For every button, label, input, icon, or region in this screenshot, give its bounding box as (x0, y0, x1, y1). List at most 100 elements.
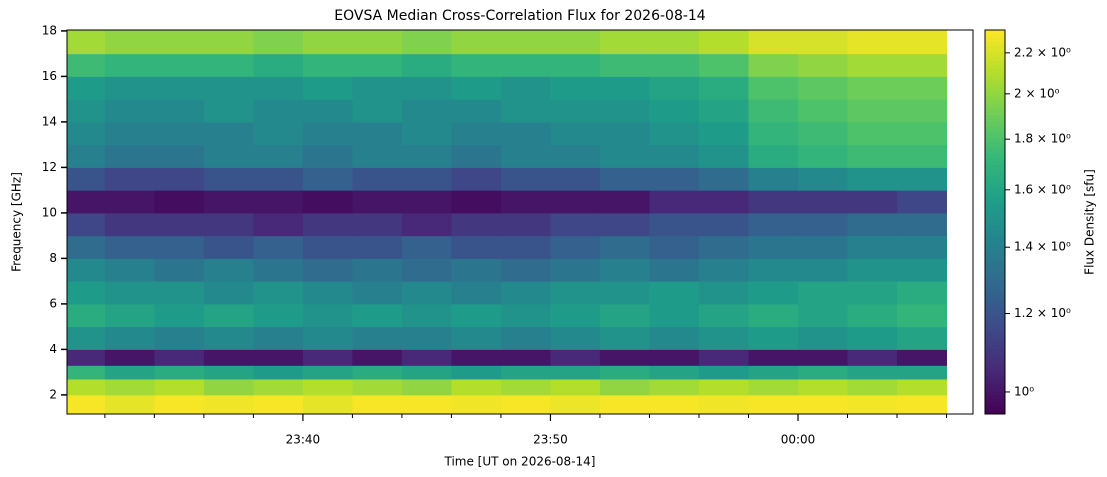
heatmap-cell (897, 53, 948, 77)
heatmap-cell (154, 235, 205, 259)
heatmap-cell (451, 144, 502, 168)
colorbar-segment (985, 30, 1005, 35)
heatmap-cell (500, 303, 551, 328)
colorbar-segment (985, 410, 1005, 415)
colorbar-segment (985, 41, 1005, 46)
heatmap-cell (67, 99, 106, 123)
heatmap-cell (698, 99, 749, 123)
colorbar-segment (985, 294, 1005, 300)
heatmap-cell (847, 303, 898, 328)
heatmap-cell (748, 258, 799, 282)
heatmap-cell (748, 326, 799, 350)
heatmap-cell (203, 258, 254, 282)
colorbar-segment (985, 33, 1005, 39)
heatmap-cell (897, 76, 948, 100)
y-tick-label: 2 (49, 387, 57, 401)
heatmap-cell (104, 144, 155, 168)
heatmap-cell (797, 349, 848, 366)
colorbar-segment (985, 198, 1005, 204)
heatmap-cell (104, 326, 155, 350)
x-tick-label: 23:40 (286, 433, 321, 447)
heatmap-cell (302, 303, 353, 328)
heatmap-cell (154, 378, 205, 396)
colorbar-segment (985, 187, 1005, 192)
heatmap-cell (748, 76, 799, 100)
y-tick-label: 16 (42, 69, 57, 83)
colorbar-segment (985, 129, 1005, 135)
heatmap-cell (500, 281, 551, 305)
y-tick-label: 12 (42, 160, 57, 174)
heatmap-cell (897, 30, 948, 55)
heatmap-cell (352, 365, 403, 380)
heatmap-cell (500, 235, 551, 259)
y-tick-label: 10 (42, 205, 57, 219)
heatmap-cell (748, 365, 799, 380)
heatmap-cell (302, 76, 353, 100)
colorbar-segment (985, 237, 1005, 242)
colorbar-segment (985, 341, 1005, 346)
heatmap-cell (698, 235, 749, 259)
heatmap-cell (67, 167, 106, 191)
heatmap-cell (401, 30, 452, 55)
x-axis-label: Time [UT on 2026-08-14] (444, 455, 596, 469)
colorbar-segment (985, 156, 1005, 162)
heatmap-cell (203, 365, 254, 380)
heatmap-cell (253, 281, 304, 305)
heatmap-cell (253, 378, 304, 396)
heatmap-cell (67, 190, 106, 214)
heatmap-cell (797, 378, 848, 396)
colorbar-segment (985, 283, 1005, 288)
heatmap-cell (550, 326, 601, 350)
heatmap-cell (649, 167, 700, 191)
heatmap-cell (748, 212, 799, 237)
heatmap-cell (154, 365, 205, 380)
heatmap-cell (154, 121, 205, 146)
colorbar-segment (985, 233, 1005, 238)
heatmap-cell (599, 99, 650, 123)
colorbar-segment (985, 241, 1005, 246)
colorbar-segment (985, 106, 1005, 112)
heatmap-cell (67, 349, 106, 366)
heatmap-cell (698, 281, 749, 305)
heatmap-cell (203, 53, 254, 77)
heatmap-cell (104, 76, 155, 100)
colorbar-segment (985, 218, 1005, 223)
heatmap-cell (302, 235, 353, 259)
colorbar-segment (985, 210, 1005, 215)
heatmap-cell (649, 121, 700, 146)
heatmap-cell (203, 190, 254, 214)
heatmap-cell (500, 326, 551, 350)
heatmap-cell (352, 30, 403, 55)
colorbar-segment (985, 314, 1005, 319)
colorbar-segment (985, 337, 1005, 342)
heatmap-cell (897, 258, 948, 282)
heatmap-cell (401, 144, 452, 168)
heatmap-cell (599, 349, 650, 366)
heatmap-cell (203, 99, 254, 123)
heatmap-cell (550, 281, 601, 305)
colorbar-segment (985, 360, 1005, 365)
heatmap-cell (897, 303, 948, 328)
colorbar-segment (985, 298, 1005, 304)
heatmap-cell (253, 144, 304, 168)
heatmap-cell (67, 76, 106, 100)
heatmap-cell (154, 258, 205, 282)
x-tick-label: 23:50 (533, 433, 568, 447)
heatmap-cell (451, 53, 502, 77)
heatmap-cell (550, 378, 601, 396)
heatmap-cell (352, 190, 403, 214)
heatmap-cell (67, 144, 106, 168)
colorbar-segment (985, 76, 1005, 81)
heatmap-cell (698, 212, 749, 237)
heatmap-cell (401, 349, 452, 366)
heatmap-cell (104, 258, 155, 282)
colorbar-segment (985, 175, 1005, 181)
heatmap-cell (500, 365, 551, 380)
heatmap-cell (797, 281, 848, 305)
colorbar-segment (985, 191, 1005, 196)
colorbar-segment (985, 371, 1005, 377)
heatmap-cell (797, 303, 848, 328)
heatmap-cell (67, 53, 106, 77)
heatmap-cell (797, 53, 848, 77)
heatmap-cell (104, 365, 155, 380)
